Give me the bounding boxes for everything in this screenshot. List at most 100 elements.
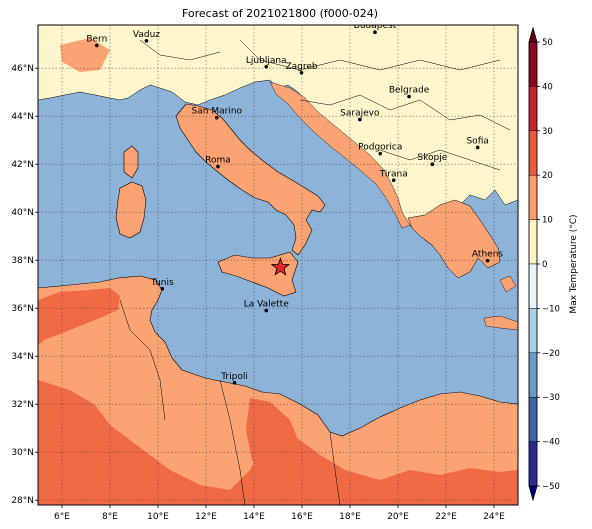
lat-tick-label: 40°N <box>11 208 34 218</box>
land-corsica <box>123 145 139 179</box>
land-sardinia <box>115 181 147 239</box>
city-label: San Marino <box>192 107 243 117</box>
colorbar-segment <box>528 308 538 353</box>
city-dot <box>485 258 490 263</box>
lat-tick-label: 36°N <box>11 304 34 314</box>
lon-tick-label: 16°E <box>291 512 313 522</box>
city-label: Roma <box>205 156 231 166</box>
city-dot <box>378 151 383 156</box>
land-sicily <box>217 251 299 297</box>
colorbar-label: Max Temperature (°C) <box>569 214 579 313</box>
map-frame <box>37 24 519 506</box>
location-star-marker[interactable] <box>270 257 291 276</box>
lat-tick-label: 32°N <box>11 400 34 410</box>
colorbar-tick-label: −40 <box>542 438 560 448</box>
city-dot <box>373 30 377 34</box>
city-label: Tripoli <box>220 372 248 382</box>
city-label: Skopje <box>417 153 447 163</box>
lon-tick-label: 10°E <box>147 512 169 522</box>
land-greece <box>407 199 501 279</box>
land-italy <box>175 103 326 256</box>
lat-tick-label: 46°N <box>11 64 34 74</box>
city-label: Ljubljana <box>246 56 287 66</box>
colorbar-segment <box>528 352 538 398</box>
city-dot <box>144 39 149 43</box>
map-title: Forecast of 2021021800 (f000-024) <box>182 7 378 20</box>
country-borders <box>119 39 511 505</box>
colorbar-segment <box>528 86 538 132</box>
lat-tick-label: 38°N <box>11 256 34 266</box>
colorbar-tick-label: 30 <box>542 127 553 137</box>
city-dot <box>475 145 480 150</box>
city-dot <box>232 381 237 385</box>
colorbar-segment <box>528 174 538 220</box>
city-dot <box>358 117 362 122</box>
colorbar-segment <box>528 397 538 442</box>
lat-tick-label: 30°N <box>11 448 34 458</box>
land-crete <box>483 315 518 331</box>
colorbar-tick-label: −50 <box>542 482 560 492</box>
lon-tick-label: 12°E <box>195 512 217 522</box>
lat-tick-label: 42°N <box>11 160 34 170</box>
lon-tick-label: 18°E <box>339 512 361 522</box>
colorbar-tick-label: 40 <box>542 82 553 92</box>
lon-tick-label: 14°E <box>243 512 265 522</box>
land-hot-region-west <box>38 288 120 345</box>
land-hot-region-mid <box>246 398 300 480</box>
lat-tick-label: 28°N <box>11 496 34 506</box>
city-dot <box>407 94 411 99</box>
colorbar-segment <box>528 130 538 176</box>
city-label: Belgrade <box>389 86 430 96</box>
city-label: Zagreb <box>285 62 317 72</box>
colorbar-tick-label: 20 <box>542 171 553 181</box>
lon-tick-label: 24°E <box>483 512 505 522</box>
lat-tick-label: 34°N <box>11 352 34 362</box>
latitude-labels: 46°N 44°N 42°N 40°N 38°N 36°N 34°N 32°N 30°N 28°N <box>11 64 38 506</box>
land-aegean-island <box>499 275 517 293</box>
land-adriatic-coast <box>269 81 411 229</box>
city-label: Sofia <box>466 136 488 146</box>
city-label: Vaduz <box>133 30 160 40</box>
city-dot <box>216 164 220 169</box>
city-dot <box>299 70 304 75</box>
lon-tick-label: 20°E <box>387 512 409 522</box>
colorbar-segment <box>528 441 538 487</box>
map-gridlines <box>38 25 518 505</box>
colorbar-segment <box>528 219 538 265</box>
colorbar-tick-label: 0 <box>542 260 547 270</box>
colorbar-tick-label: −10 <box>542 304 560 314</box>
city-label: Budapest <box>354 21 397 31</box>
colorbar-lower-extend <box>528 485 538 502</box>
lat-tick-label: 44°N <box>11 112 34 122</box>
colorbar-tick-label: 10 <box>542 216 553 226</box>
lon-tick-label: 22°E <box>435 512 457 522</box>
city-label: Podgorica <box>358 143 402 153</box>
city-dot <box>430 162 435 166</box>
colorbar-segment <box>528 41 538 87</box>
city-label: La Valette <box>244 300 289 310</box>
city-dot <box>264 308 269 313</box>
city-dot <box>160 286 165 291</box>
colorbar-tick-label: 50 <box>542 38 553 48</box>
city-label: Sarajevo <box>340 109 380 119</box>
city-label: Tirana <box>379 169 408 179</box>
lon-tick-label: 6°E <box>54 512 70 522</box>
city-label: Tunis <box>150 278 174 288</box>
colorbar-tick-label: −30 <box>542 393 560 403</box>
colorbar-tick-label: −20 <box>542 349 560 359</box>
city-dot <box>264 64 269 69</box>
city-dot <box>95 43 99 48</box>
city-dot <box>215 115 219 120</box>
land-north-africa <box>38 275 518 505</box>
city-label: Bern <box>86 34 107 44</box>
colorbar-segment <box>528 263 538 309</box>
colorbar-upper-extend <box>528 26 538 43</box>
city-dot <box>391 178 396 183</box>
colorbar: 50 40 30 20 10 0 −10 −20 −30 −40 −50 Max Temperatu… <box>528 26 579 502</box>
city-label: Athens <box>472 250 503 260</box>
lon-tick-label: 8°E <box>102 512 118 522</box>
longitude-labels: 6°E 8°E 10°E 12°E 14°E 16°E 18°E 20°E 22°E 24°E <box>54 505 505 522</box>
